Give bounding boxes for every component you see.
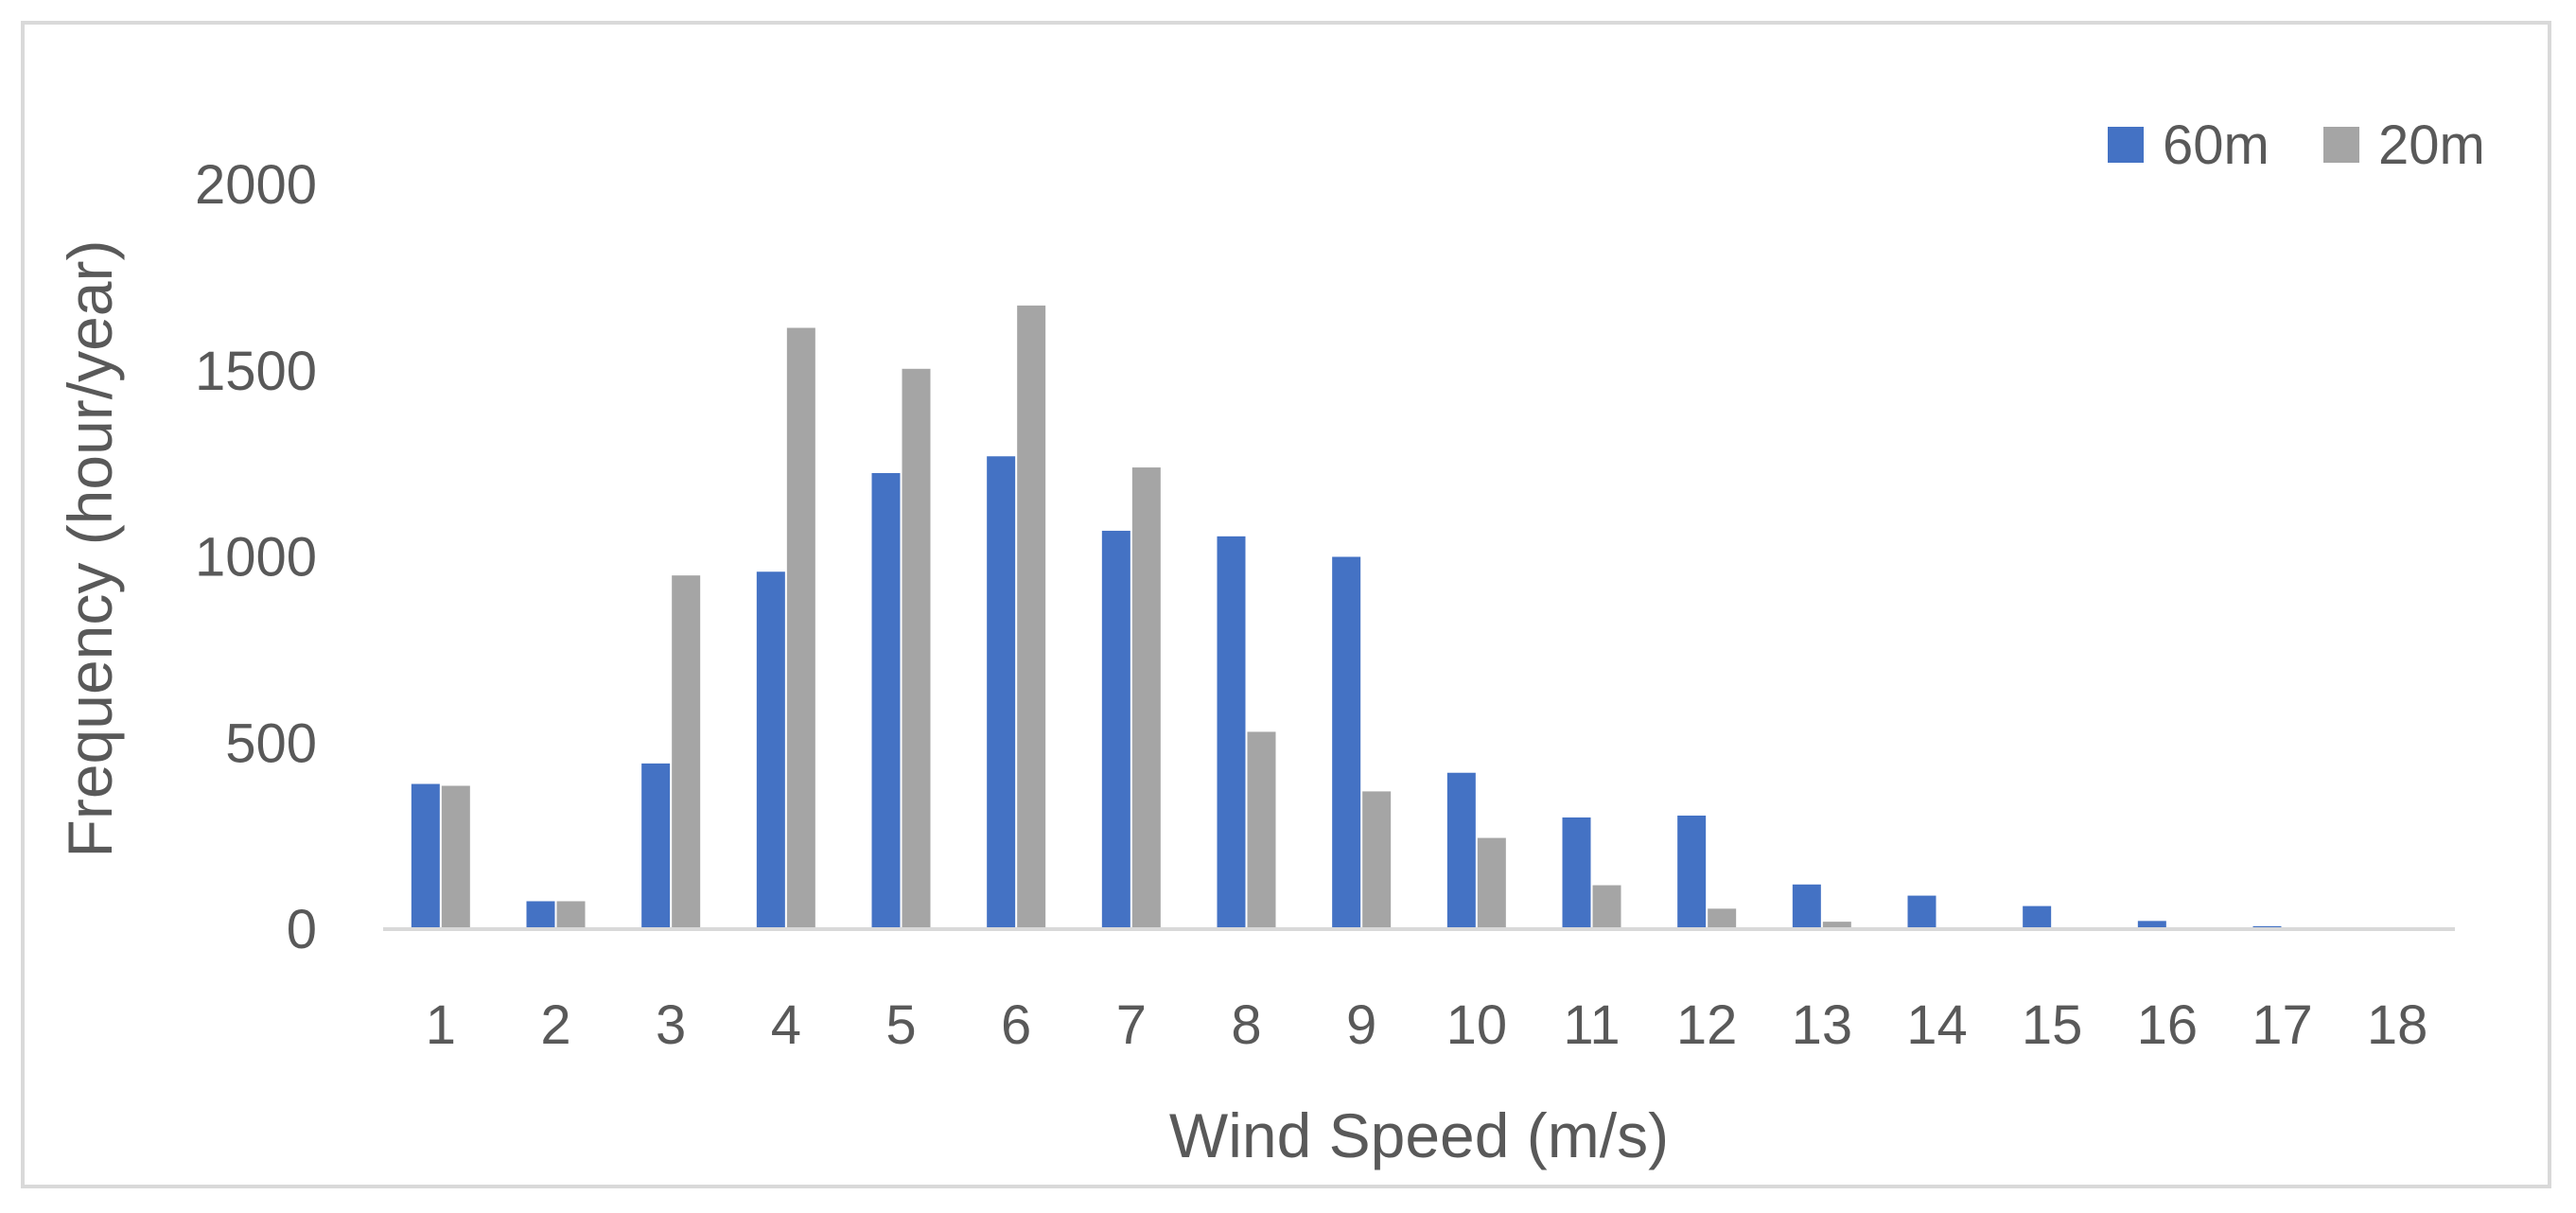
legend-swatch-60m <box>2108 127 2144 163</box>
chart-frame <box>21 21 2551 1188</box>
bar-60m-1 <box>411 783 440 929</box>
x-tick-label: 13 <box>1792 994 1853 1056</box>
bar-20m-8 <box>1247 731 1276 929</box>
legend-label-20m: 20m <box>2378 114 2485 176</box>
x-tick-label: 14 <box>1906 994 1968 1056</box>
bar-20m-11 <box>1592 885 1621 929</box>
y-tick-label: 1000 <box>195 527 317 589</box>
x-tick-label: 11 <box>1563 994 1620 1056</box>
legend-label-60m: 60m <box>2163 114 2269 176</box>
legend: 60m 20m <box>2108 114 2485 176</box>
bar-20m-6 <box>1017 305 1046 929</box>
x-tick-label: 1 <box>426 994 456 1056</box>
x-tick-label: 2 <box>540 994 570 1056</box>
legend-swatch-20m <box>2323 127 2359 163</box>
bar-20m-1 <box>441 785 470 929</box>
x-tick-label: 5 <box>885 994 916 1056</box>
y-tick-label: 1500 <box>195 341 317 402</box>
bar-20m-10 <box>1477 837 1506 929</box>
x-axis-ticks: 1 2 3 4 5 6 7 8 9 10 11 12 13 14 15 16 17 18 <box>426 994 2428 1056</box>
x-tick-label: 3 <box>656 994 686 1056</box>
bar-20m-9 <box>1362 791 1392 929</box>
bar-60m-15 <box>2023 905 2052 929</box>
bar-60m-6 <box>987 456 1016 929</box>
bar-20m-12 <box>1708 908 1737 929</box>
bar-60m-5 <box>871 472 901 929</box>
x-axis-title: Wind Speed (m/s) <box>1169 1100 1669 1170</box>
bar-20m-7 <box>1131 467 1161 929</box>
bar-20m-13 <box>1822 922 1851 929</box>
bar-60m-16 <box>2137 921 2166 929</box>
y-tick-label: 500 <box>225 712 317 774</box>
bar-60m-3 <box>641 763 671 929</box>
bar-20m-5 <box>902 368 931 930</box>
bar-60m-12 <box>1677 815 1707 929</box>
y-tick-label: 2000 <box>195 154 317 216</box>
bar-60m-10 <box>1446 772 1476 929</box>
x-tick-label: 18 <box>2367 994 2428 1056</box>
bar-60m-2 <box>526 901 555 929</box>
y-axis-ticks: 0 500 1000 1500 2000 <box>195 154 317 960</box>
bar-60m-9 <box>1332 556 1361 929</box>
x-tick-label: 9 <box>1346 994 1376 1056</box>
x-tick-label: 4 <box>771 994 801 1056</box>
bar-60m-14 <box>1907 895 1936 929</box>
bar-20m-4 <box>786 327 815 929</box>
x-tick-label: 8 <box>1231 994 1261 1056</box>
y-axis-title: Frequency (hour/year) <box>55 240 125 858</box>
bar-60m-13 <box>1792 884 1821 929</box>
x-tick-label: 15 <box>2022 994 2083 1056</box>
y-tick-label: 0 <box>287 899 317 960</box>
bar-60m-4 <box>756 571 785 929</box>
x-tick-label: 6 <box>1001 994 1031 1056</box>
bar-60m-11 <box>1562 817 1591 929</box>
x-tick-label: 17 <box>2252 994 2313 1056</box>
x-tick-label: 12 <box>1676 994 1738 1056</box>
x-tick-label: 7 <box>1116 994 1147 1056</box>
bar-60m-8 <box>1217 536 1246 929</box>
bar-20m-2 <box>556 901 586 929</box>
x-tick-label: 10 <box>1446 994 1508 1056</box>
bar-20m-3 <box>672 575 701 929</box>
bar-60m-7 <box>1101 530 1130 929</box>
bars <box>411 305 2282 930</box>
x-tick-label: 16 <box>2137 994 2199 1056</box>
